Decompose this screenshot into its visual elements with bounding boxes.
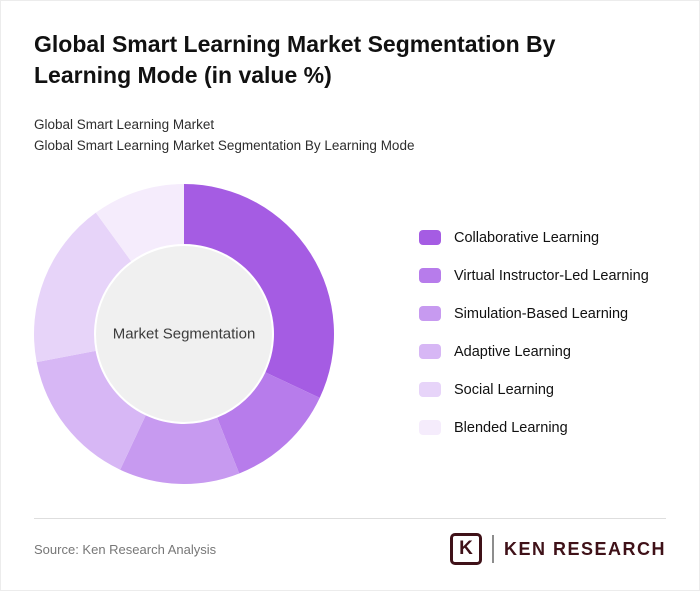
legend-swatch-blended-learning <box>419 420 441 435</box>
footer: Source: Ken Research Analysis K KEN RESE… <box>34 531 666 567</box>
donut-segment-5 <box>95 184 184 262</box>
legend-label-virtual-instructor-led-learning: Virtual Instructor-Led Learning <box>454 267 649 284</box>
legend-swatch-social-learning <box>419 382 441 397</box>
logo-separator <box>491 535 494 563</box>
subtitle-line-1: Global Smart Learning Market <box>34 117 215 132</box>
legend-item-virtual-instructor-led-learning: Virtual Instructor-Led Learning <box>419 267 649 284</box>
donut-chart: Market Segmentation <box>34 184 334 484</box>
legend-swatch-virtual-instructor-led-learning <box>419 268 441 283</box>
legend-swatch-adaptive-learning <box>419 344 441 359</box>
legend-label-adaptive-learning: Adaptive Learning <box>454 343 571 360</box>
donut-center-label: Market Segmentation <box>112 325 256 343</box>
donut-segment-2 <box>120 415 240 484</box>
legend-item-social-learning: Social Learning <box>419 381 649 398</box>
donut-segment-3 <box>36 350 146 470</box>
legend-item-adaptive-learning: Adaptive Learning <box>419 343 649 360</box>
legend-item-blended-learning: Blended Learning <box>419 419 649 436</box>
donut-svg <box>34 184 334 484</box>
legend-label-blended-learning: Blended Learning <box>454 419 568 436</box>
legend-item-simulation-based-learning: Simulation-Based Learning <box>419 305 649 322</box>
legend-label-simulation-based-learning: Simulation-Based Learning <box>454 305 629 322</box>
ken-research-logo: K KEN RESEARCH <box>449 533 666 565</box>
legend-swatch-simulation-based-learning <box>419 306 441 321</box>
legend-item-collaborative-learning: Collaborative Learning <box>419 229 649 246</box>
logo-wordmark: KEN RESEARCH <box>503 538 666 559</box>
donut-segment-0 <box>184 184 334 398</box>
logo-k-icon: K <box>449 533 482 565</box>
donut-segment-4 <box>34 212 132 363</box>
subtitle-line-2: Global Smart Learning Market Segmentatio… <box>34 138 415 153</box>
legend: Collaborative Learning Virtual Instructo… <box>419 229 649 457</box>
donut-segment-1 <box>217 372 320 474</box>
legend-label-social-learning: Social Learning <box>454 381 554 398</box>
legend-swatch-collaborative-learning <box>419 230 441 245</box>
source-text: Source: Ken Research Analysis <box>34 541 217 557</box>
logo-k-letter: K <box>459 538 473 559</box>
page-title: Global Smart Learning Market Segmentatio… <box>34 31 556 89</box>
legend-label-collaborative-learning: Collaborative Learning <box>454 229 600 246</box>
subtitle-block: Global Smart Learning Market Global Smar… <box>34 114 414 156</box>
footer-divider <box>34 518 666 519</box>
donut-center-circle <box>96 246 272 422</box>
